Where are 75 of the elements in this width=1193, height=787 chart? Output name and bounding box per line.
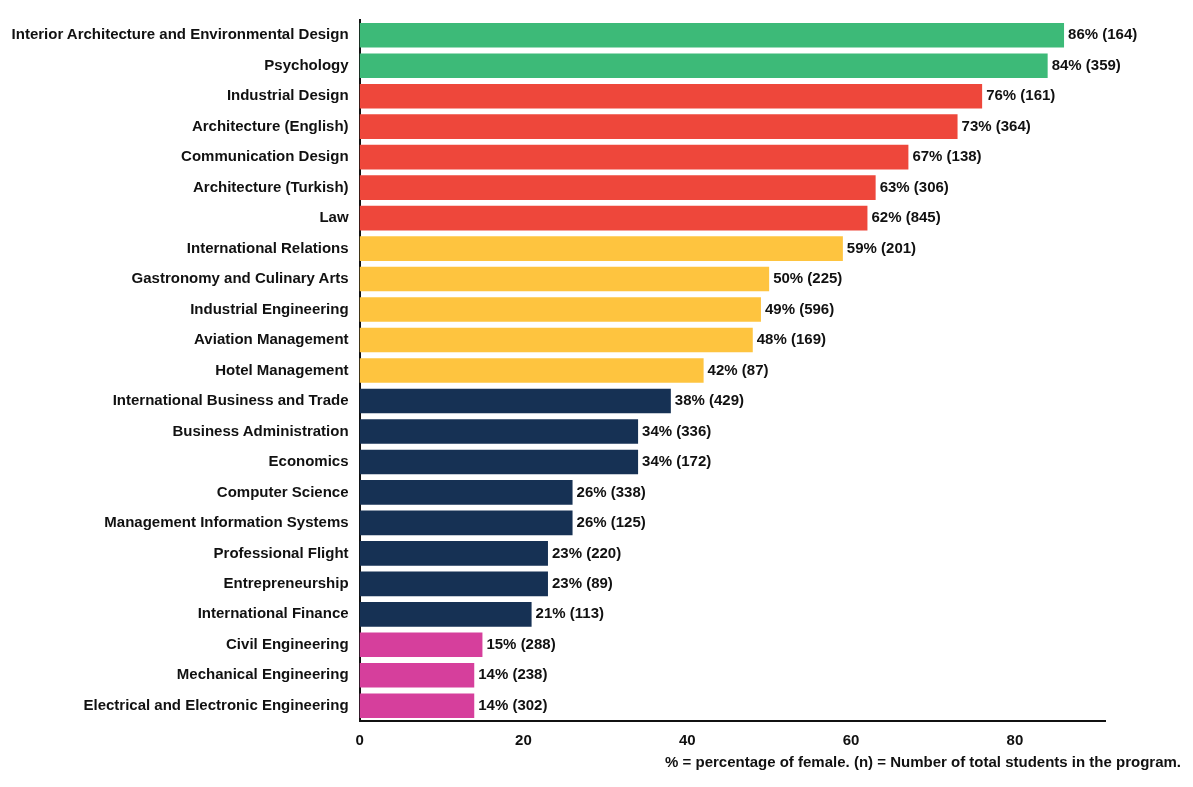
bar bbox=[359, 205, 868, 231]
y-tick-label: Communication Design bbox=[181, 147, 349, 165]
y-tick-label: Professional Flight bbox=[213, 543, 349, 561]
data-label: 62% (845) bbox=[871, 208, 941, 226]
data-label: 42% (87) bbox=[707, 360, 769, 378]
bar bbox=[359, 419, 639, 444]
data-label: 26% (125) bbox=[576, 513, 646, 531]
data-label: 50% (225) bbox=[773, 269, 843, 287]
bar bbox=[359, 510, 573, 536]
x-tick-label: 0 bbox=[355, 731, 364, 749]
bar bbox=[359, 449, 639, 475]
bar bbox=[359, 480, 573, 505]
data-label: 76% (161) bbox=[986, 86, 1056, 104]
y-tick-label: Law bbox=[319, 208, 349, 226]
x-tick-label: 80 bbox=[1006, 731, 1024, 749]
y-tick-label: Computer Science bbox=[216, 482, 349, 500]
data-label: 73% (364) bbox=[961, 116, 1031, 134]
bar bbox=[359, 693, 475, 719]
x-tick-label: 40 bbox=[678, 731, 696, 749]
y-tick-label: International Relations bbox=[186, 238, 349, 256]
data-label: 21% (113) bbox=[535, 604, 604, 622]
data-label: 38% (429) bbox=[674, 391, 745, 409]
bar bbox=[359, 632, 483, 658]
y-tick-label: Architecture (English) bbox=[191, 116, 349, 134]
bar bbox=[359, 266, 770, 292]
bar bbox=[359, 358, 704, 383]
bar bbox=[359, 53, 1048, 79]
data-label: 86% (164) bbox=[1068, 25, 1138, 43]
y-tick-label: Aviation Management bbox=[194, 330, 349, 348]
bar bbox=[359, 175, 876, 200]
y-tick-label: Hotel Management bbox=[215, 360, 349, 378]
bar bbox=[359, 144, 909, 170]
bar bbox=[359, 541, 548, 566]
y-tick-label: Electrical and Electronic Engineering bbox=[83, 695, 349, 713]
bar bbox=[359, 22, 1065, 48]
y-tick-label: Business Administration bbox=[172, 421, 349, 439]
data-label: 14% (238) bbox=[478, 665, 548, 683]
bar bbox=[359, 236, 843, 261]
data-label: 15% (288) bbox=[486, 634, 556, 652]
bar bbox=[359, 114, 958, 139]
y-tick-label: Economics bbox=[268, 452, 349, 470]
bar bbox=[359, 602, 532, 627]
y-tick-label: Psychology bbox=[264, 55, 350, 73]
data-label: 23% (220) bbox=[551, 543, 622, 561]
x-tick-label: 20 bbox=[515, 731, 532, 749]
y-tick-label: Industrial Design bbox=[226, 86, 349, 104]
text: % = percentage of female. (n) = Number of total students in the program. bbox=[664, 753, 1182, 770]
y-tick-label: Management Information Systems bbox=[104, 513, 349, 531]
bar bbox=[359, 327, 753, 353]
data-label: 34% (172) bbox=[642, 452, 712, 470]
y-tick-label: International Business and Trade bbox=[112, 391, 349, 409]
bar bbox=[359, 662, 475, 688]
y-tick-label: International Finance bbox=[197, 604, 349, 622]
y-tick-label: Gastronomy and Culinary Arts bbox=[131, 269, 349, 287]
data-label: 23% (89) bbox=[551, 573, 613, 591]
data-label: 59% (201) bbox=[846, 238, 917, 256]
data-label: 34% (336) bbox=[642, 421, 712, 439]
data-label: 48% (169) bbox=[756, 330, 826, 348]
bar bbox=[359, 571, 548, 597]
data-label: 67% (138) bbox=[912, 147, 982, 165]
bar bbox=[359, 388, 671, 414]
data-label: 63% (306) bbox=[879, 177, 949, 195]
x-tick-label: 60 bbox=[842, 731, 860, 749]
y-tick-label: Mechanical Engineering bbox=[176, 665, 349, 683]
data-label: 26% (338) bbox=[576, 482, 646, 500]
data-label: 14% (302) bbox=[478, 695, 548, 713]
y-tick-label: Interior Architecture and Environmental Design bbox=[11, 25, 349, 43]
data-label: 84% (359) bbox=[1051, 55, 1121, 73]
y-tick-label: Civil Engineering bbox=[226, 634, 349, 652]
y-tick-label: Industrial Engineering bbox=[190, 299, 349, 317]
bar bbox=[359, 297, 761, 322]
data-label: 49% (596) bbox=[764, 299, 835, 317]
y-tick-label: Entrepreneurship bbox=[223, 573, 349, 591]
y-tick-label: Architecture (Turkish) bbox=[192, 177, 349, 195]
bar bbox=[359, 83, 983, 109]
